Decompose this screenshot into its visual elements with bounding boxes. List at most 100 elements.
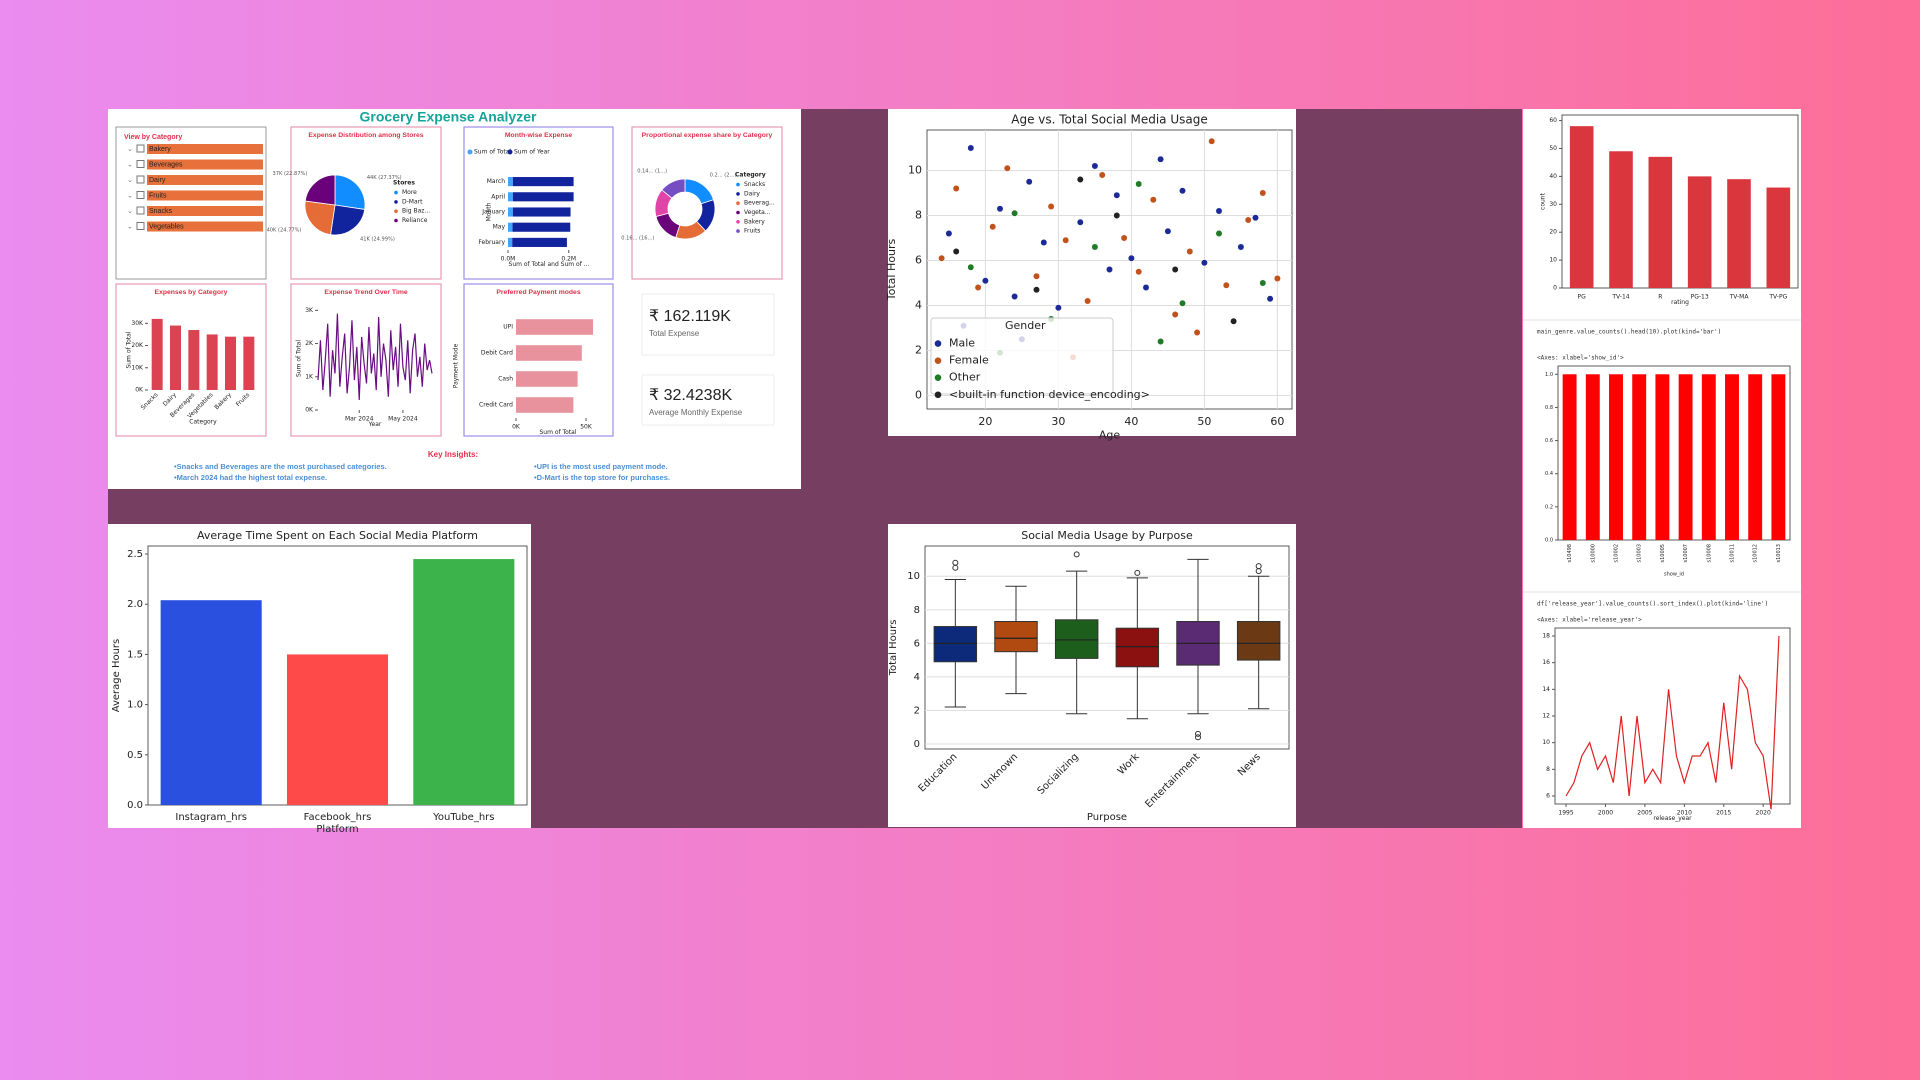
- legend-marker: [394, 218, 398, 223]
- plot-frame: [924, 545, 1290, 750]
- x-tick-label: s10008: [1706, 544, 1712, 563]
- y-tick-label: 10: [1542, 739, 1550, 746]
- y-axis-label: Month: [485, 202, 492, 221]
- slicer-bar: [147, 175, 263, 185]
- legend-label: Male: [949, 337, 975, 350]
- y-tick-label: 8: [1546, 766, 1550, 773]
- bar: [508, 192, 513, 202]
- chevron: ⌄: [127, 145, 133, 153]
- x-tick-label: Facebook_hrs: [304, 812, 372, 823]
- x-tick-label: TV-14: [1611, 293, 1629, 300]
- legend-label: Big Baz...: [402, 208, 430, 215]
- bar: [225, 336, 236, 390]
- y-tick-label: 2: [914, 705, 920, 716]
- legend-label: More: [402, 189, 417, 196]
- bar: [206, 334, 218, 390]
- slicer-bar: [147, 221, 263, 232]
- data-label: 0.2... (2...): [710, 173, 737, 179]
- point: [1033, 286, 1040, 294]
- point: [1076, 218, 1084, 226]
- y-tick-label: May: [493, 224, 506, 231]
- point: [1157, 338, 1165, 345]
- x-tick-label: 2000: [1598, 809, 1613, 816]
- kpi-label: Total Expense: [649, 329, 700, 338]
- y-tick-label: 1.0: [127, 700, 143, 711]
- code-cell: main_genre.value_counts().head(10).plot(…: [1537, 329, 1721, 336]
- card: [463, 126, 614, 280]
- x-tick-label: 2020: [1756, 809, 1771, 816]
- outlier: [1195, 734, 1201, 741]
- bar: [243, 336, 255, 390]
- kpi-value: ₹ 32.4238K: [649, 387, 732, 404]
- outlier: [952, 559, 959, 566]
- x-tick-label: PG: [1578, 293, 1587, 300]
- y-tick-label: 0.4: [1545, 471, 1553, 477]
- bar: [508, 222, 513, 232]
- legend-marker: [736, 192, 740, 196]
- bar: [1725, 374, 1739, 540]
- x-axis-label: Sum of Total and Sum of ...: [509, 261, 590, 268]
- x-tick-label: s10012: [1753, 544, 1759, 563]
- y-tick-label: Cash: [498, 376, 513, 383]
- kpi-value: ₹ 162.119K: [649, 308, 731, 325]
- slice: [304, 200, 336, 236]
- y-tick-label: 2: [915, 344, 922, 357]
- kpi-card: [641, 293, 775, 356]
- x-tick-label: 60: [1270, 415, 1284, 428]
- legend-label: Vegeta...: [744, 209, 771, 216]
- box: [1054, 619, 1099, 659]
- point: [1244, 216, 1252, 224]
- legend-label: <built-in function device_encoding>: [949, 388, 1150, 401]
- legend-marker: [934, 374, 942, 382]
- bar: [508, 207, 513, 217]
- insight: •March 2024 had the highest total expens…: [174, 473, 327, 482]
- point: [1215, 207, 1223, 215]
- data-label: 41K (24.99%): [360, 236, 395, 242]
- legend-label: Reliance: [402, 217, 428, 224]
- point: [1135, 268, 1143, 276]
- point: [952, 185, 960, 192]
- legend-marker: [394, 190, 398, 195]
- slicer-bar: [147, 159, 263, 170]
- chevron: ⌄: [127, 176, 133, 184]
- y-axis-label: Average Hours: [111, 639, 122, 713]
- point: [1157, 155, 1165, 163]
- legend-marker: [934, 357, 942, 364]
- panel: [888, 524, 1296, 827]
- bar: [512, 177, 574, 187]
- bar: [188, 330, 200, 390]
- y-tick-label: 60: [1549, 117, 1557, 124]
- y-tick-label: April: [491, 193, 505, 200]
- y-tick-label: 8: [914, 605, 920, 616]
- chart-title: Average Time Spent on Each Social Media …: [197, 529, 478, 542]
- point: [1062, 236, 1070, 244]
- code-cell: df['release_year'].value_counts().sort_i…: [1537, 601, 1768, 608]
- outlier: [1073, 551, 1080, 558]
- x-axis-label: Category: [189, 419, 217, 426]
- point: [1011, 293, 1019, 300]
- point: [1025, 178, 1033, 186]
- y-tick-label: 0K: [305, 407, 314, 414]
- point: [1179, 187, 1186, 195]
- bar: [1648, 156, 1673, 288]
- checkbox: [136, 206, 145, 215]
- kpi-card: [641, 374, 775, 426]
- x-tick-label: PG-13: [1691, 293, 1709, 300]
- card: [290, 283, 442, 437]
- point: [1127, 254, 1135, 262]
- y-axis-label: Total Hours: [888, 620, 899, 677]
- box: [1236, 620, 1281, 661]
- bar: [1766, 187, 1791, 288]
- y-tick-label: 0.0: [127, 800, 143, 811]
- checkbox: [136, 160, 145, 168]
- data-label: 37K (22.87%): [273, 171, 308, 177]
- box: [994, 620, 1038, 653]
- bar: [512, 237, 567, 247]
- bar: [170, 325, 181, 390]
- x-axis-label: release_year: [1653, 815, 1692, 822]
- point: [1091, 243, 1099, 251]
- point: [1171, 311, 1179, 318]
- x-tick-label: 1995: [1558, 809, 1573, 816]
